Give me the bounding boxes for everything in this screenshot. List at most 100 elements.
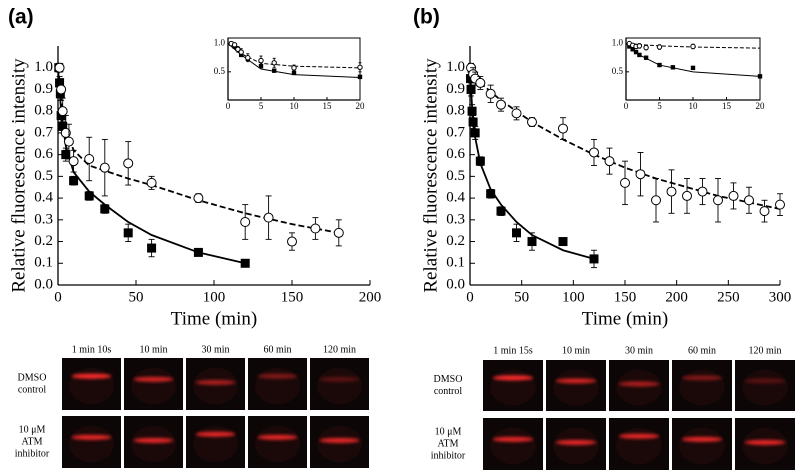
marker [511, 108, 522, 119]
nucleus [553, 369, 599, 406]
marker [558, 237, 568, 247]
marker [245, 55, 251, 61]
marker [633, 49, 639, 55]
damage-stripe [492, 375, 534, 381]
marker [240, 258, 250, 268]
x-axis-label: Time (min) [582, 308, 668, 329]
marker [258, 57, 264, 64]
y-tick-label: 0.7 [34, 124, 53, 140]
column-label: 10 min [139, 344, 167, 355]
y-tick-label: 0.9 [34, 81, 53, 97]
marker [357, 74, 363, 80]
marker [775, 199, 785, 210]
marker [258, 63, 264, 69]
marker [470, 128, 480, 138]
marker [643, 44, 649, 51]
marker [291, 70, 297, 76]
marker [496, 99, 506, 110]
y-tick-label: 1.0 [34, 59, 53, 75]
column-label: 120 min [323, 344, 356, 355]
marker [240, 216, 251, 227]
fit-line [469, 67, 781, 210]
nucleus [616, 427, 662, 465]
marker [475, 77, 486, 88]
y-tick-label: 0.2 [34, 233, 53, 249]
panel-label: (a) [8, 6, 34, 29]
nucleus [131, 425, 176, 463]
marker [744, 195, 754, 206]
marker [466, 84, 476, 94]
marker [637, 52, 642, 58]
marker [56, 84, 67, 95]
marker [193, 193, 204, 204]
marker [757, 74, 763, 79]
marker [496, 206, 506, 216]
marker [690, 43, 696, 50]
marker [728, 190, 739, 201]
marker [468, 117, 478, 127]
marker [271, 60, 277, 66]
marker [84, 153, 95, 164]
x-tick-label: 20 [356, 101, 366, 111]
y-tick-label: 0.0 [34, 276, 53, 292]
marker [58, 121, 68, 131]
nucleus [193, 367, 238, 405]
marker [238, 49, 244, 55]
marker [147, 243, 157, 253]
x-tick-label: 50 [514, 289, 529, 305]
column-label: 30 min [201, 344, 229, 355]
nucleus [616, 369, 662, 406]
marker [467, 106, 477, 116]
x-tick-label: 200 [665, 289, 688, 305]
y-tick-label: 0.0 [446, 276, 465, 292]
nucleus [255, 425, 300, 463]
y-tick-label: 0.5 [446, 168, 465, 184]
y-tick-label: 0.3 [446, 211, 465, 227]
marker [60, 127, 71, 138]
marker [657, 62, 662, 68]
marker [235, 46, 241, 52]
marker [54, 62, 65, 73]
marker [475, 156, 485, 166]
marker [759, 206, 770, 217]
x-tick-label: 10 [689, 101, 699, 111]
nucleus [317, 425, 362, 463]
marker [146, 177, 157, 188]
marker [670, 65, 676, 70]
marker [627, 44, 632, 49]
y-tick-label: 0.5 [34, 168, 53, 184]
marker [99, 162, 110, 173]
marker [193, 247, 203, 257]
marker [620, 177, 630, 188]
nucleus [742, 369, 788, 406]
damage-stripe [618, 433, 660, 439]
column-label: 10 min [562, 345, 590, 356]
marker [69, 176, 79, 186]
y-tick-label: 0.3 [34, 211, 53, 227]
nucleus [742, 427, 788, 465]
y-axis-label: Relative fluorescence intensity [420, 58, 441, 293]
marker [589, 147, 599, 158]
y-tick-label: 0.1 [34, 255, 53, 271]
damage-stripe [71, 373, 112, 379]
marker [57, 106, 68, 117]
row-label: DMSO [18, 372, 47, 383]
nucleus [679, 369, 725, 406]
damage-stripe [319, 376, 360, 382]
y-tick-label: 1.0 [446, 59, 465, 75]
marker [589, 254, 599, 264]
x-tick-label: 50 [129, 289, 144, 305]
x-tick-label: 0 [226, 101, 231, 111]
x-tick-label: 15 [722, 101, 732, 111]
marker [604, 156, 615, 167]
y-tick-label: 0.4 [34, 190, 53, 206]
marker [55, 78, 65, 88]
y-tick-label: 1.0 [214, 38, 226, 48]
nucleus [553, 427, 599, 465]
nucleus [69, 425, 114, 463]
y-tick-label: 0.9 [446, 81, 465, 97]
row-label: control [434, 386, 463, 397]
nucleus [490, 427, 536, 465]
y-tick-label: 0.6 [446, 146, 465, 162]
